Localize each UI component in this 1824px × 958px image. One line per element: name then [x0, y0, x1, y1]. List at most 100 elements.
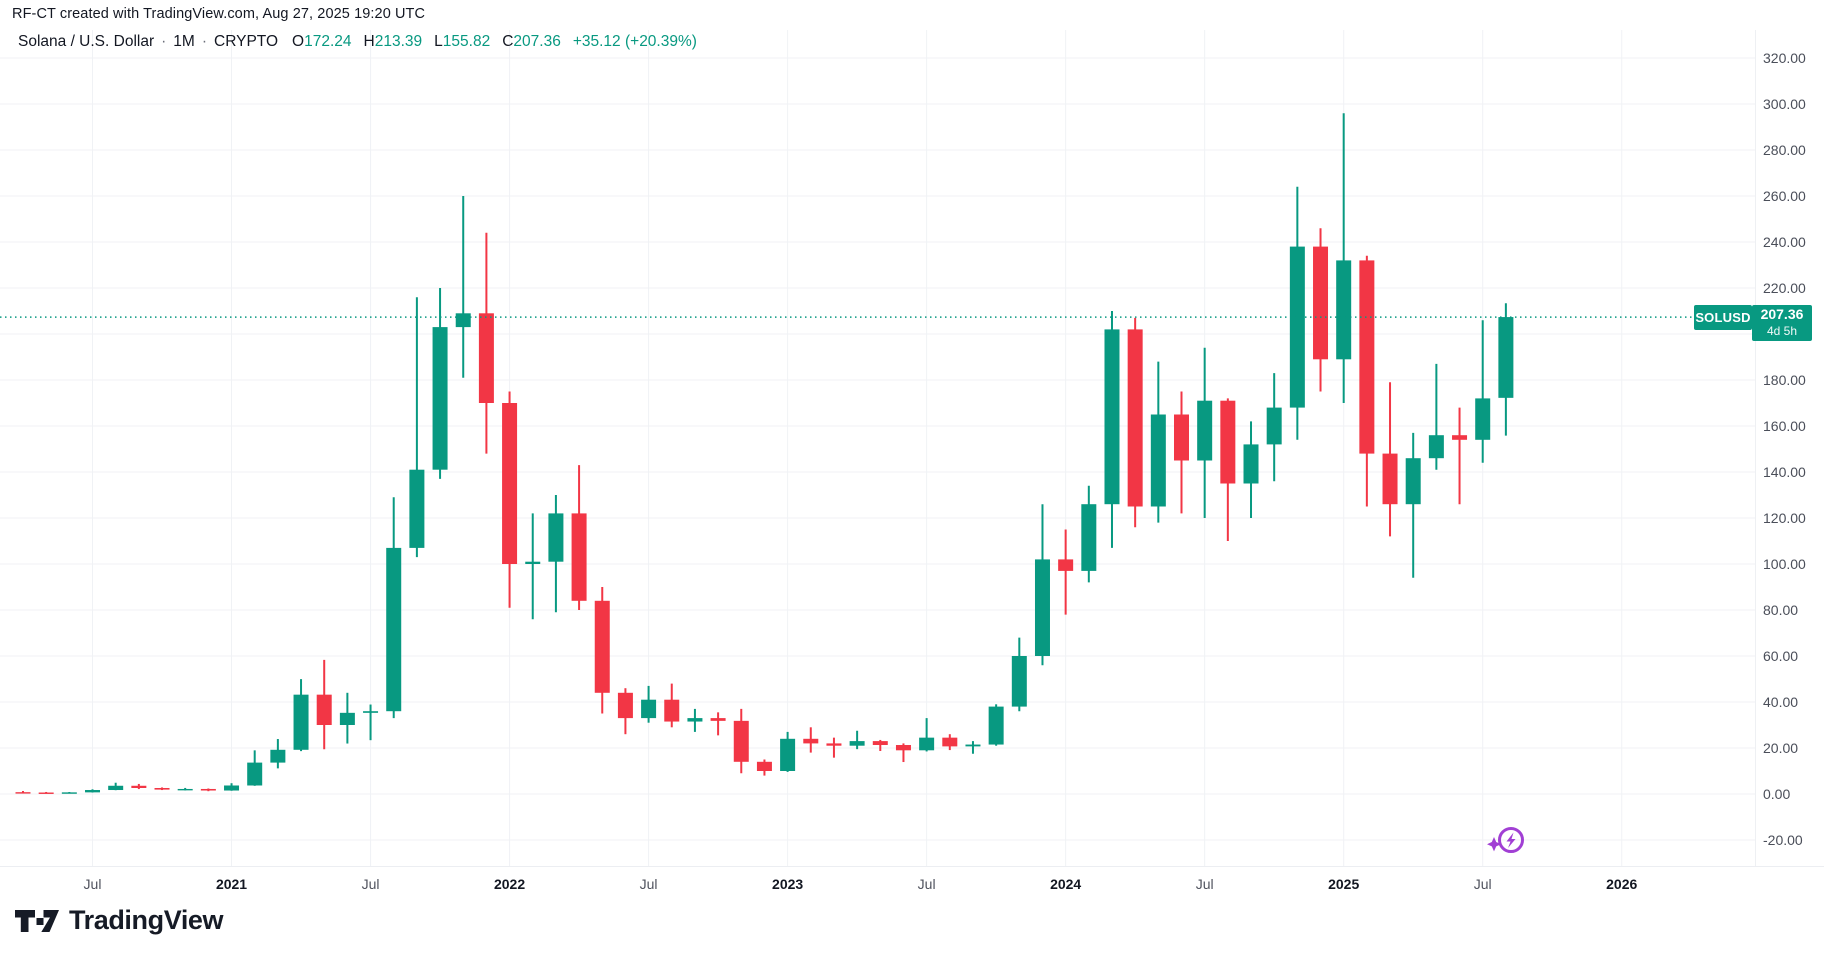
candle-body [1197, 400, 1213, 461]
event-spark-icon[interactable] [1486, 824, 1528, 858]
price-axis-label: 260.00 [1763, 188, 1806, 204]
price-axis[interactable]: 320.00300.00280.00260.00240.00220.00200.… [1755, 30, 1824, 866]
candle-body [1359, 260, 1375, 454]
candle-body [363, 711, 379, 713]
candle-body [617, 692, 633, 719]
candle-body [85, 790, 101, 793]
price-axis-label: 220.00 [1763, 280, 1806, 296]
candle-body [733, 720, 749, 762]
price-axis-label: 300.00 [1763, 96, 1806, 112]
candle-body [826, 743, 842, 746]
candle-2021-03 [270, 739, 286, 769]
candle-body [594, 600, 610, 693]
candle-2020-10 [154, 787, 170, 791]
candle-2021-07 [363, 704, 379, 741]
candle-body [1266, 407, 1282, 445]
candle-2024-03 [1104, 311, 1120, 548]
candle-body [710, 718, 726, 721]
price-axis-label: 140.00 [1763, 464, 1806, 480]
change-value: +35.12 (+20.39%) [572, 33, 697, 50]
candle-2025-07 [1475, 320, 1491, 463]
candle-body [108, 785, 124, 791]
candle-2025-06 [1452, 407, 1468, 505]
candle-body [339, 712, 355, 725]
candlestick-chart-canvas[interactable] [0, 30, 1755, 866]
candle-2023-05 [872, 739, 888, 751]
time-axis-label: 2025 [1328, 876, 1360, 892]
candle-2024-11 [1289, 186, 1305, 440]
low-value: L155.82 [434, 33, 491, 50]
candle-body [1313, 246, 1329, 360]
price-axis-label: 40.00 [1763, 694, 1799, 710]
candle-2023-08 [942, 734, 958, 751]
candle-body [849, 741, 865, 746]
candle-2021-02 [247, 750, 263, 786]
candle-2022-03 [548, 495, 564, 613]
candle-body [224, 785, 240, 791]
candle-2022-06 [617, 688, 633, 735]
candle-body [525, 561, 541, 564]
candle-body [895, 745, 911, 751]
candle-2022-08 [664, 683, 680, 728]
candle-2020-08 [108, 782, 124, 791]
last-price-value: 207.36 [1760, 306, 1804, 323]
candle-2024-09 [1243, 421, 1259, 518]
candle-body [872, 741, 888, 746]
interval-label[interactable]: 1M [173, 33, 195, 50]
candle-body [664, 699, 680, 722]
candle-2020-09 [131, 783, 147, 790]
bar-close-countdown: 4d 5h [1766, 324, 1798, 339]
time-axis-label: Jul [639, 876, 658, 892]
candle-body [432, 327, 448, 470]
time-axis[interactable]: Jul 2021 Jul 2022 Jul 2023 Jul 2024 Jul 2025 Jul 20… [0, 866, 1824, 905]
candle-2023-12 [1034, 504, 1050, 666]
spark-circle [1498, 827, 1524, 853]
candle-body [1336, 260, 1352, 360]
price-axis-label: -20.00 [1763, 832, 1803, 848]
candle-body [1081, 504, 1097, 571]
candle-body [1220, 400, 1236, 484]
candle-body [177, 788, 193, 791]
candle-body [1452, 435, 1468, 440]
candle-2023-04 [849, 730, 865, 750]
time-axis-label: Jul [917, 876, 936, 892]
candle-2025-08 [1498, 303, 1514, 436]
candle-2020-07 [85, 789, 101, 793]
candle-body [502, 403, 518, 564]
symbol-title[interactable]: Solana / U.S. Dollar [18, 33, 155, 50]
candle-body [756, 761, 772, 771]
time-axis-label: Jul [1473, 876, 1492, 892]
candle-2022-07 [641, 685, 657, 723]
candle-body [247, 762, 263, 786]
time-axis-label: Jul [361, 876, 380, 892]
legend-separator: · [161, 33, 167, 50]
candle-2024-08 [1220, 398, 1236, 541]
candle-body [988, 706, 1004, 745]
price-axis-label: 180.00 [1763, 372, 1806, 388]
exchange-label[interactable]: CRYPTO [214, 33, 279, 50]
candle-2024-04 [1127, 317, 1143, 528]
time-axis-label: 2023 [772, 876, 804, 892]
candle-2021-01 [224, 783, 240, 791]
candle-body [200, 788, 216, 791]
candle-2020-11 [177, 787, 193, 791]
candle-2021-08 [386, 497, 402, 719]
candle-body [386, 547, 402, 712]
candle-2020-12 [200, 788, 216, 792]
candle-2024-10 [1266, 373, 1282, 482]
candle-2024-07 [1197, 347, 1213, 518]
candle-2024-06 [1174, 391, 1189, 514]
tradingview-logo[interactable]: TradingView [14, 905, 224, 936]
candle-2023-06 [895, 743, 911, 763]
time-axis-label: 2022 [493, 876, 526, 892]
candle-2021-10 [432, 288, 448, 479]
candle-body [38, 792, 54, 794]
tradingview-logo-text: TradingView [69, 905, 224, 935]
symbol-description[interactable]: Solana / U.S. Dollar · 1M · CRYPTO [18, 33, 278, 51]
price-axis-label: 80.00 [1763, 602, 1799, 618]
lightning-bolt-icon [1506, 832, 1516, 848]
candle-2022-11 [733, 708, 749, 774]
candle-body [1011, 656, 1027, 707]
open-value: O172.24 [292, 33, 352, 50]
price-axis-label: 240.00 [1763, 234, 1806, 250]
